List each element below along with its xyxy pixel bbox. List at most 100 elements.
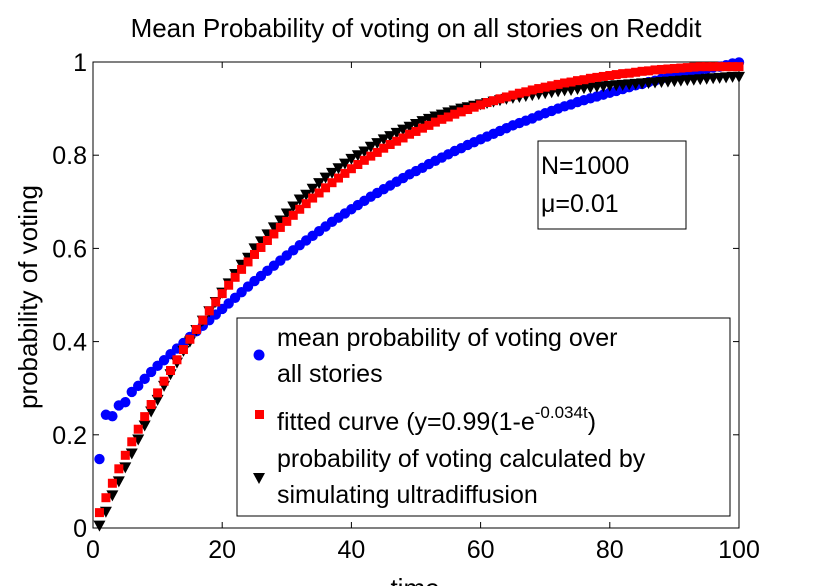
data-point-square	[385, 139, 395, 149]
data-point-triangle	[132, 434, 145, 446]
data-point-triangle	[416, 116, 429, 128]
data-point-square	[450, 109, 460, 119]
data-point-circle	[120, 396, 131, 408]
data-point-square	[107, 478, 117, 488]
data-point-square	[527, 85, 537, 95]
data-point-square	[437, 114, 447, 124]
data-point-square	[159, 376, 169, 386]
data-point-square	[120, 450, 130, 460]
data-point-square	[514, 88, 524, 98]
data-point-square	[127, 437, 137, 447]
data-point-square	[618, 69, 628, 79]
legend: mean probability of voting over all stor…	[236, 317, 731, 517]
data-point-triangle	[145, 406, 158, 418]
data-point-square	[682, 63, 692, 73]
legend-marker-square-icon	[255, 410, 264, 419]
data-point-square	[611, 70, 621, 80]
x-tick-label: 100	[718, 536, 760, 564]
data-point-triangle	[326, 167, 339, 179]
data-point-square	[663, 64, 673, 74]
data-point-square	[379, 143, 389, 153]
data-point-square	[592, 72, 602, 82]
legend-marker-circle-icon	[253, 349, 265, 361]
axes: 0 20 40 60 80 100 0 0.2 0.4 0.6 0.8 1	[52, 49, 760, 564]
data-point-square	[656, 64, 666, 74]
chart-title: Mean Probability of voting on all storie…	[131, 13, 703, 43]
data-point-triangle	[313, 178, 326, 190]
data-point-triangle	[93, 520, 106, 532]
data-point-square	[443, 112, 453, 122]
data-point-square	[398, 133, 408, 143]
annotation-mu: μ=0.01	[541, 190, 619, 218]
data-point-square	[366, 151, 376, 161]
data-point-square	[140, 412, 150, 422]
data-point-square	[534, 84, 544, 94]
data-point-square	[314, 188, 324, 198]
data-point-square	[624, 68, 634, 78]
data-point-triangle	[390, 127, 403, 139]
data-point-square	[573, 76, 582, 86]
data-point-square	[172, 355, 182, 365]
data-point-square	[230, 272, 240, 282]
data-point-square	[359, 155, 369, 165]
legend-entry-3-line-1: probability of voting calculated by	[277, 445, 646, 473]
data-point-square	[327, 178, 337, 188]
data-point-square	[689, 62, 699, 72]
data-point-square	[637, 66, 647, 76]
data-point-square	[708, 62, 718, 72]
plot-series	[93, 57, 745, 532]
y-tick-label: 0.2	[52, 422, 87, 450]
data-point-square	[146, 400, 156, 410]
data-point-square	[482, 98, 492, 108]
data-point-triangle	[733, 71, 745, 83]
data-point-square	[204, 306, 214, 316]
y-tick-label: 1	[73, 49, 87, 77]
data-point-square	[424, 120, 434, 130]
data-point-triangle	[151, 394, 164, 406]
data-point-circle	[94, 453, 105, 465]
data-point-square	[295, 204, 305, 214]
data-point-square	[560, 78, 570, 88]
data-point-triangle	[410, 118, 422, 130]
data-point-square	[411, 126, 421, 136]
data-point-square	[489, 96, 499, 106]
data-point-square	[469, 102, 479, 112]
x-tick-label: 60	[467, 536, 495, 564]
data-point-square	[540, 82, 550, 92]
data-point-triangle	[377, 134, 390, 146]
data-point-square	[715, 62, 725, 72]
data-point-triangle	[293, 194, 306, 206]
data-point-square	[456, 107, 466, 117]
data-point-square	[644, 66, 654, 76]
data-point-square	[269, 229, 279, 239]
mu-value: =0.01	[555, 190, 618, 218]
data-point-square	[256, 242, 266, 252]
data-point-square	[178, 345, 188, 355]
data-point-square	[275, 222, 285, 232]
data-point-triangle	[403, 121, 416, 133]
data-point-square	[547, 81, 557, 91]
annotation-n: N=1000	[541, 152, 629, 180]
data-point-square	[631, 67, 641, 77]
data-point-triangle	[384, 131, 397, 143]
data-point-square	[101, 493, 111, 503]
data-point-square	[553, 79, 563, 89]
legend-entry-2: fitted curve (y=0.99(1-e-0.034t)	[277, 403, 596, 436]
legend-entry-2-exponent: -0.034t	[535, 403, 588, 422]
mu-symbol: μ	[541, 190, 555, 218]
data-point-triangle	[319, 172, 332, 184]
data-point-square	[669, 64, 679, 74]
data-point-square	[217, 289, 227, 299]
data-point-square	[237, 264, 247, 274]
data-point-square	[191, 324, 201, 334]
legend-entry-3-line-2: simulating ultradiffusion	[277, 481, 538, 509]
data-point-square	[508, 90, 518, 100]
legend-entry-2-text: fitted curve (y=0.99(1-e	[277, 408, 535, 436]
data-point-square	[166, 365, 176, 375]
y-axis-label: probability of voting	[13, 185, 43, 409]
data-point-square	[346, 164, 356, 174]
series-square	[94, 62, 744, 518]
x-tick-label: 0	[86, 536, 100, 564]
x-tick-label: 20	[208, 536, 236, 564]
data-point-square	[133, 424, 143, 434]
